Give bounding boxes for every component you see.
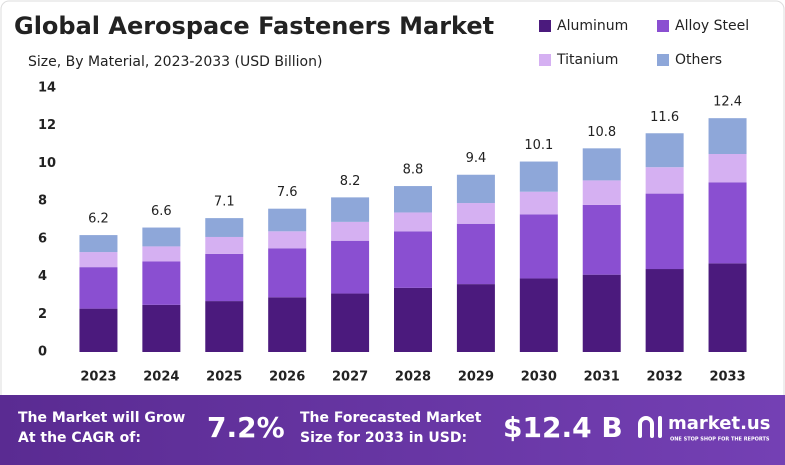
total-label: 6.2 bbox=[88, 212, 109, 227]
bar-segment bbox=[331, 240, 370, 294]
y-tick-label: 2 bbox=[38, 307, 47, 322]
x-tick-label: 2023 bbox=[80, 370, 116, 385]
bar-segment bbox=[582, 180, 621, 205]
bar-segment bbox=[205, 253, 244, 302]
forecast-text: The Forecasted Market bbox=[300, 410, 482, 426]
bar-segment bbox=[142, 304, 181, 352]
bar-segment bbox=[331, 197, 370, 222]
cagr-value: 7.2% bbox=[207, 411, 285, 444]
bar-segment bbox=[582, 204, 621, 275]
chart-subtitle: Size, By Material, 2023-2033 (USD Billio… bbox=[28, 54, 322, 70]
total-label: 10.1 bbox=[524, 138, 553, 153]
total-label: 8.8 bbox=[403, 163, 424, 178]
bar-segment bbox=[394, 231, 432, 288]
bar-segment bbox=[394, 287, 432, 352]
legend-label: Alloy Steel bbox=[675, 18, 749, 34]
footer-band bbox=[0, 395, 785, 465]
bar-segment bbox=[331, 293, 370, 352]
bar-segment bbox=[79, 267, 118, 309]
legend-swatch bbox=[539, 20, 551, 32]
bar-segment bbox=[645, 133, 684, 168]
bar-segment bbox=[582, 148, 621, 181]
bar-segment bbox=[456, 174, 495, 204]
total-label: 6.6 bbox=[151, 204, 172, 219]
x-tick-label: 2028 bbox=[395, 370, 431, 385]
bar-segment bbox=[142, 261, 181, 305]
total-label: 10.8 bbox=[587, 125, 616, 140]
y-tick-label: 12 bbox=[38, 118, 56, 133]
bar-segment bbox=[268, 297, 307, 352]
x-tick-label: 2033 bbox=[709, 370, 745, 385]
logo-icon bbox=[638, 416, 662, 438]
legend-label: Others bbox=[675, 52, 722, 68]
y-tick-label: 0 bbox=[38, 345, 47, 360]
bar-segment bbox=[519, 161, 558, 192]
x-tick-label: 2031 bbox=[584, 370, 620, 385]
brand: market.us bbox=[668, 413, 770, 434]
total-label: 7.1 bbox=[214, 195, 235, 210]
total-label: 7.6 bbox=[277, 185, 298, 200]
y-tick-label: 14 bbox=[38, 81, 56, 96]
bar-segment bbox=[268, 231, 307, 249]
bar-segment bbox=[456, 203, 495, 224]
bar-segment bbox=[79, 252, 118, 268]
bar-segment bbox=[456, 223, 495, 285]
bar-segment bbox=[582, 274, 621, 352]
bar-segment bbox=[708, 154, 747, 183]
x-tick-label: 2025 bbox=[206, 370, 242, 385]
y-tick-label: 4 bbox=[38, 269, 47, 284]
bar-segment bbox=[708, 263, 747, 352]
bar-segment bbox=[645, 269, 684, 352]
x-tick-label: 2029 bbox=[458, 370, 494, 385]
x-tick-label: 2026 bbox=[269, 370, 305, 385]
bar-segment bbox=[519, 214, 558, 279]
bar-segment bbox=[708, 118, 747, 154]
bar-segment bbox=[142, 246, 181, 262]
total-label: 12.4 bbox=[713, 95, 742, 110]
bar-segment bbox=[268, 248, 307, 298]
legend-swatch bbox=[657, 20, 669, 32]
x-tick-label: 2032 bbox=[647, 370, 683, 385]
bar-segment bbox=[79, 308, 118, 352]
y-tick-label: 8 bbox=[38, 194, 47, 209]
x-tick-label: 2030 bbox=[521, 370, 557, 385]
legend-label: Titanium bbox=[556, 52, 618, 68]
bar-segment bbox=[645, 167, 684, 194]
chart-title: Global Aerospace Fasteners Market bbox=[14, 12, 494, 40]
cagr-text: At the CAGR of: bbox=[18, 430, 141, 446]
x-tick-label: 2024 bbox=[143, 370, 179, 385]
bar-segment bbox=[519, 191, 558, 215]
bar-segment bbox=[205, 236, 244, 254]
bar-segment bbox=[142, 227, 181, 247]
legend-label: Aluminum bbox=[557, 18, 628, 34]
tagline: ONE STOP SHOP FOR THE REPORTS bbox=[670, 437, 770, 443]
bar-segment bbox=[331, 221, 370, 241]
total-label: 9.4 bbox=[466, 151, 487, 166]
total-label: 8.2 bbox=[340, 174, 361, 189]
bar-segment bbox=[268, 208, 307, 232]
x-tick-label: 2027 bbox=[332, 370, 368, 385]
legend-swatch bbox=[539, 54, 551, 66]
bar-segment bbox=[519, 278, 558, 352]
cagr-text: The Market will Grow bbox=[18, 410, 185, 426]
y-tick-label: 10 bbox=[38, 156, 56, 171]
bar-segment bbox=[394, 212, 432, 232]
legend-swatch bbox=[657, 54, 669, 66]
total-label: 11.6 bbox=[650, 110, 679, 125]
bar-segment bbox=[205, 218, 244, 237]
forecast-text: Size for 2033 in USD: bbox=[300, 430, 467, 446]
bar-segment bbox=[708, 182, 747, 264]
bar-segment bbox=[394, 186, 432, 213]
y-tick-label: 6 bbox=[38, 231, 47, 246]
bar-segment bbox=[205, 301, 244, 352]
bar-segment bbox=[645, 193, 684, 270]
bar-segment bbox=[456, 284, 495, 352]
bar-segment bbox=[79, 235, 118, 253]
forecast-value: $12.4 B bbox=[503, 411, 623, 444]
